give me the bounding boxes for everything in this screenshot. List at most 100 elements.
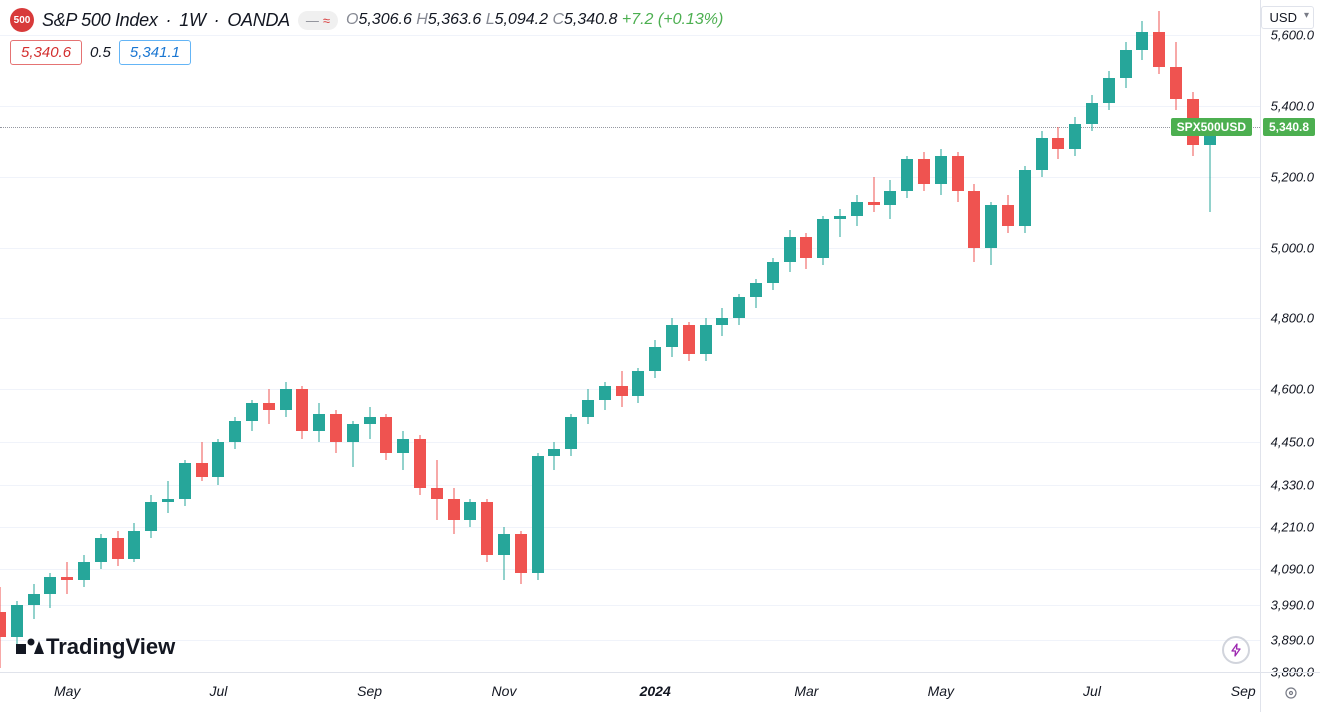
indicator-pill[interactable]: — ≈ <box>298 11 338 30</box>
candle[interactable] <box>448 0 460 672</box>
candle[interactable] <box>1120 0 1132 672</box>
candle[interactable] <box>481 0 493 672</box>
x-axis-label: Jul <box>209 683 227 699</box>
candle[interactable] <box>1036 0 1048 672</box>
y-axis[interactable]: 5,600.05,400.05,200.05,000.04,800.04,600… <box>1260 0 1320 672</box>
candle[interactable] <box>683 0 695 672</box>
candle[interactable] <box>700 0 712 672</box>
currency-select[interactable]: USD <box>1261 6 1314 29</box>
snapshot-button[interactable] <box>1222 636 1250 664</box>
x-axis[interactable]: MayJulSepNov2024MarMayJulSep <box>0 672 1260 712</box>
ask-price[interactable]: 5,341.1 <box>119 40 191 65</box>
candle[interactable] <box>212 0 224 672</box>
candle[interactable] <box>1069 0 1081 672</box>
candle[interactable] <box>61 0 73 672</box>
y-axis-label: 5,000.0 <box>1271 240 1314 255</box>
candle[interactable] <box>246 0 258 672</box>
candle[interactable] <box>632 0 644 672</box>
candle[interactable] <box>364 0 376 672</box>
candle[interactable] <box>1170 0 1182 672</box>
candle[interactable] <box>884 0 896 672</box>
symbol-icon[interactable]: 500 <box>10 8 34 32</box>
x-axis-label: May <box>54 683 80 699</box>
candle[interactable] <box>1187 0 1199 672</box>
current-price-flag[interactable]: 5,340.8 <box>1263 118 1315 136</box>
candle[interactable] <box>330 0 342 672</box>
candle[interactable] <box>498 0 510 672</box>
candle[interactable] <box>952 0 964 672</box>
candle[interactable] <box>464 0 476 672</box>
candle[interactable] <box>263 0 275 672</box>
candle[interactable] <box>44 0 56 672</box>
candle[interactable] <box>784 0 796 672</box>
candle[interactable] <box>868 0 880 672</box>
logo-text: TradingView <box>46 634 175 660</box>
bid-price[interactable]: 5,340.6 <box>10 40 82 65</box>
x-axis-label: 2024 <box>640 683 671 699</box>
candle[interactable] <box>716 0 728 672</box>
candle[interactable] <box>431 0 443 672</box>
y-axis-label: 4,330.0 <box>1271 477 1314 492</box>
candle[interactable] <box>229 0 241 672</box>
candle[interactable] <box>599 0 611 672</box>
candle[interactable] <box>935 0 947 672</box>
candle[interactable] <box>565 0 577 672</box>
candle[interactable] <box>296 0 308 672</box>
candle[interactable] <box>582 0 594 672</box>
candle[interactable] <box>548 0 560 672</box>
candle[interactable] <box>28 0 40 672</box>
candle[interactable] <box>347 0 359 672</box>
candle[interactable] <box>616 0 628 672</box>
interval[interactable]: 1W <box>179 10 205 31</box>
candle[interactable] <box>397 0 409 672</box>
candle[interactable] <box>1103 0 1115 672</box>
title-sep1: · <box>166 10 172 31</box>
candle[interactable] <box>1136 0 1148 672</box>
candle[interactable] <box>1052 0 1064 672</box>
candle[interactable] <box>112 0 124 672</box>
candle[interactable] <box>196 0 208 672</box>
x-axis-label: Sep <box>1231 683 1256 699</box>
candle[interactable] <box>280 0 292 672</box>
candle[interactable] <box>666 0 678 672</box>
candle[interactable] <box>1086 0 1098 672</box>
candle[interactable] <box>414 0 426 672</box>
candle[interactable] <box>834 0 846 672</box>
candle[interactable] <box>145 0 157 672</box>
candle[interactable] <box>380 0 392 672</box>
candle[interactable] <box>1153 0 1165 672</box>
candle[interactable] <box>1204 0 1216 672</box>
symbol-name[interactable]: S&P 500 Index <box>42 10 158 31</box>
candle[interactable] <box>767 0 779 672</box>
candle[interactable] <box>1019 0 1031 672</box>
candle[interactable] <box>179 0 191 672</box>
candle[interactable] <box>78 0 90 672</box>
candle[interactable] <box>901 0 913 672</box>
candle[interactable] <box>918 0 930 672</box>
candle[interactable] <box>1002 0 1014 672</box>
candle[interactable] <box>750 0 762 672</box>
y-axis-label: 4,450.0 <box>1271 435 1314 450</box>
candle[interactable] <box>968 0 980 672</box>
candle[interactable] <box>817 0 829 672</box>
x-axis-label: Nov <box>492 683 517 699</box>
ticker-flag[interactable]: SPX500USD <box>1171 118 1252 136</box>
candle[interactable] <box>851 0 863 672</box>
candle[interactable] <box>515 0 527 672</box>
candle[interactable] <box>313 0 325 672</box>
candle[interactable] <box>649 0 661 672</box>
data-source[interactable]: OANDA <box>227 10 290 31</box>
candle[interactable] <box>532 0 544 672</box>
candle[interactable] <box>800 0 812 672</box>
y-axis-label: 5,600.0 <box>1271 28 1314 43</box>
tradingview-logo[interactable]: TradingView <box>16 634 175 660</box>
candle[interactable] <box>95 0 107 672</box>
candle[interactable] <box>733 0 745 672</box>
candle[interactable] <box>128 0 140 672</box>
chart-canvas[interactable]: SPX500USD <box>0 0 1260 672</box>
candle[interactable] <box>985 0 997 672</box>
candle[interactable] <box>11 0 23 672</box>
candle[interactable] <box>0 0 6 672</box>
candle[interactable] <box>162 0 174 672</box>
axis-corner-settings[interactable] <box>1260 672 1320 712</box>
